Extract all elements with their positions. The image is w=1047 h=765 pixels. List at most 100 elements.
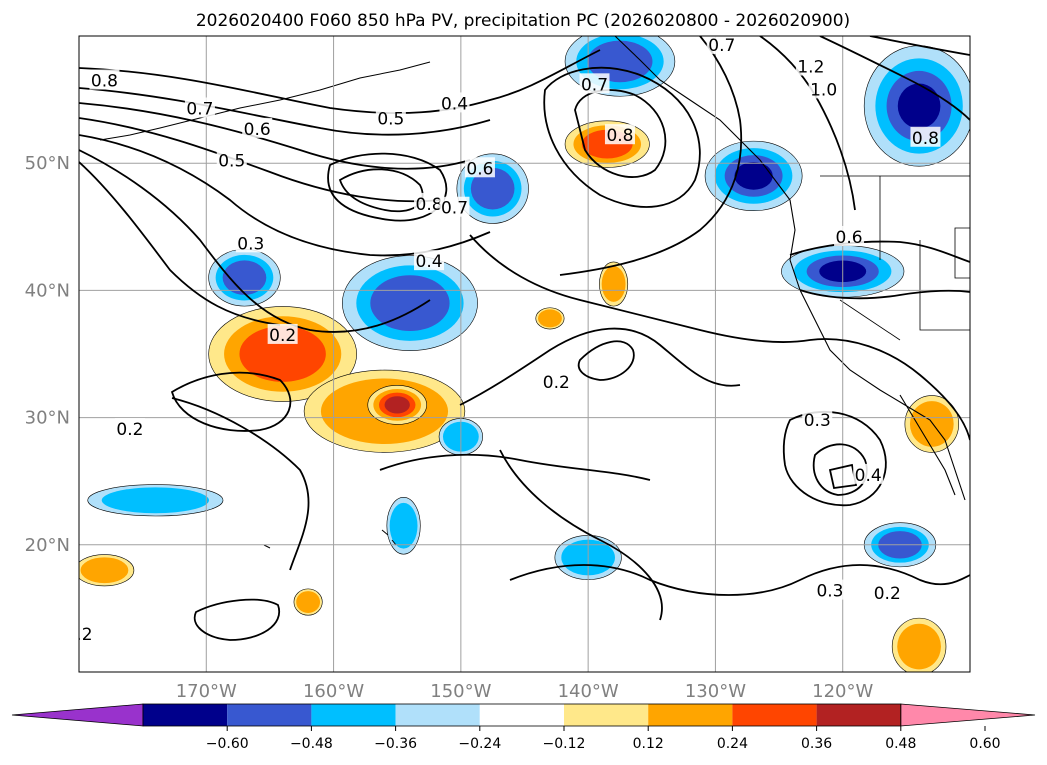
precip-shade xyxy=(734,162,773,190)
precip-region xyxy=(704,140,803,212)
pv-contour-line xyxy=(559,36,743,276)
pv-contour-label-bg xyxy=(808,78,839,99)
pv-contour-label-text: 0.7 xyxy=(441,199,468,219)
precip-region xyxy=(535,307,565,330)
pv-contour-label-text: 0.3 xyxy=(237,234,264,254)
lon-tick-label: 120°W xyxy=(812,681,873,702)
pv-contour-label: 0.8 xyxy=(910,126,941,149)
pv-contour-line xyxy=(379,453,651,481)
pv-contour-label: 0.6 xyxy=(464,157,495,179)
lon-tick-label: 160°W xyxy=(303,681,364,702)
colorbar-segment xyxy=(732,704,817,726)
pv-contour-label: 0.3 xyxy=(235,232,266,254)
pv-contour-label-bg xyxy=(795,55,826,76)
precip-region xyxy=(87,484,224,517)
pv-contour-label-text: 0.8 xyxy=(91,72,118,92)
pv-contour-label-bg xyxy=(79,622,94,643)
pv-contour-label: 0.8 xyxy=(414,192,445,215)
map-axes: 170°W 160°W 150°W 140°W 130°W 120°W 20°N 30°N 40… xyxy=(25,153,874,702)
colorbar-tick-label: 0.36 xyxy=(801,736,832,752)
pv-contour-line xyxy=(499,449,663,621)
precip-region xyxy=(293,588,323,616)
pv-contour-label-text: 0.4 xyxy=(441,94,468,114)
precip-shade xyxy=(897,623,941,670)
precip-region xyxy=(208,248,281,307)
colorbar-segment xyxy=(311,704,396,726)
pv-contour-label-bg xyxy=(184,97,215,118)
colorbar-extend-low xyxy=(11,703,144,727)
precip-shade xyxy=(296,591,321,613)
colorbar-tick-label: −0.48 xyxy=(290,736,333,752)
precip-shade xyxy=(389,502,418,549)
pv-contour-line xyxy=(79,161,281,326)
pv-contour-label-bg xyxy=(439,196,470,217)
colorbar-segment xyxy=(479,704,564,726)
pv-contour-label-bg xyxy=(375,107,406,128)
pv-contour-label-text: 0.6 xyxy=(244,120,271,140)
pv-contour-line xyxy=(789,240,970,263)
pv-contour-label: 0.4 xyxy=(439,92,470,114)
precip-shade xyxy=(538,309,562,328)
hawaii-islands xyxy=(263,529,397,549)
colorbar-tick-label: −0.36 xyxy=(374,736,417,752)
pv-contour-label: 0.8 xyxy=(604,124,635,146)
pv-contour-label-bg xyxy=(114,418,145,439)
colorbar-segment xyxy=(143,704,228,726)
precip-region xyxy=(342,255,478,351)
pv-contour-label-text: 0.2 xyxy=(65,625,92,645)
precip-shade xyxy=(384,396,410,414)
precip-region xyxy=(386,496,421,555)
pv-contour-label: 0.7 xyxy=(579,73,610,95)
pv-contour-line xyxy=(543,66,701,208)
precip-shade xyxy=(601,266,626,302)
colorbar-segment xyxy=(395,704,480,726)
pv-contour-line xyxy=(79,87,491,136)
lat-tick-label: 30°N xyxy=(25,408,70,429)
pv-contour-label: 0.4 xyxy=(853,463,884,486)
pv-contour-label-bg xyxy=(89,69,120,90)
pv-contour-line xyxy=(782,410,887,507)
pv-contour-label-text: 0.2 xyxy=(874,584,901,604)
pv-contour-label-text: 0.4 xyxy=(855,466,882,486)
pv-contour-label-text: 0.7 xyxy=(708,36,735,56)
north-america-coastline xyxy=(614,36,966,501)
precip-shade xyxy=(80,557,129,584)
precip-shade xyxy=(101,487,210,514)
pv-contour-label: 0.5 xyxy=(216,149,247,172)
pv-contour-label-text: 0.6 xyxy=(466,159,493,179)
lon-tick-label: 170°W xyxy=(176,681,237,702)
pv-contour-label-bg xyxy=(834,225,865,246)
lat-tick-label: 40°N xyxy=(25,280,70,301)
pv-contour-label-bg xyxy=(439,92,470,113)
pv-contour-label: 0.7 xyxy=(184,97,215,120)
pv-contour-line xyxy=(79,117,441,203)
pv-contour-label: 0.4 xyxy=(414,250,445,272)
pv-contour-label-text: 0.7 xyxy=(581,75,608,95)
precip-shade xyxy=(909,401,954,447)
pv-contour-label-bg xyxy=(216,149,247,170)
pv-contour-label-text: 1.2 xyxy=(797,58,824,78)
pv-contour-label-bg xyxy=(814,579,845,600)
precip-region xyxy=(599,261,629,307)
pv-contour-label-bg xyxy=(541,370,572,391)
pv-contour-label-text: 0.6 xyxy=(836,228,863,248)
pv-contour-line xyxy=(509,564,970,596)
colorbar-extend-high xyxy=(900,703,1036,727)
pv-contour-label: 0.2 xyxy=(267,323,298,346)
pv-contour-label-bg xyxy=(579,73,610,94)
pv-contour-label-bg xyxy=(414,250,445,271)
colorbar-segment xyxy=(564,704,649,726)
pv-contour-label-bg xyxy=(235,232,266,253)
lat-tick-label: 50°N xyxy=(25,153,70,174)
chart-title: 2026020400 F060 850 hPa PV, precipitatio… xyxy=(196,11,850,31)
pv-contour-label: 0.2 xyxy=(65,622,94,645)
pv-contour-label-text: 0.8 xyxy=(606,126,633,146)
colorbar-tick-label: −0.24 xyxy=(458,736,501,752)
pv-contour-label: 0.3 xyxy=(802,409,833,431)
precip-shade xyxy=(897,83,941,129)
pv-contour-label: 0.6 xyxy=(834,225,865,248)
pv-contour-line xyxy=(819,36,970,121)
pv-contour-label-text: 0.7 xyxy=(186,100,213,120)
pv-contour-line xyxy=(193,598,281,641)
colorbar-tick-label: −0.12 xyxy=(543,736,586,752)
